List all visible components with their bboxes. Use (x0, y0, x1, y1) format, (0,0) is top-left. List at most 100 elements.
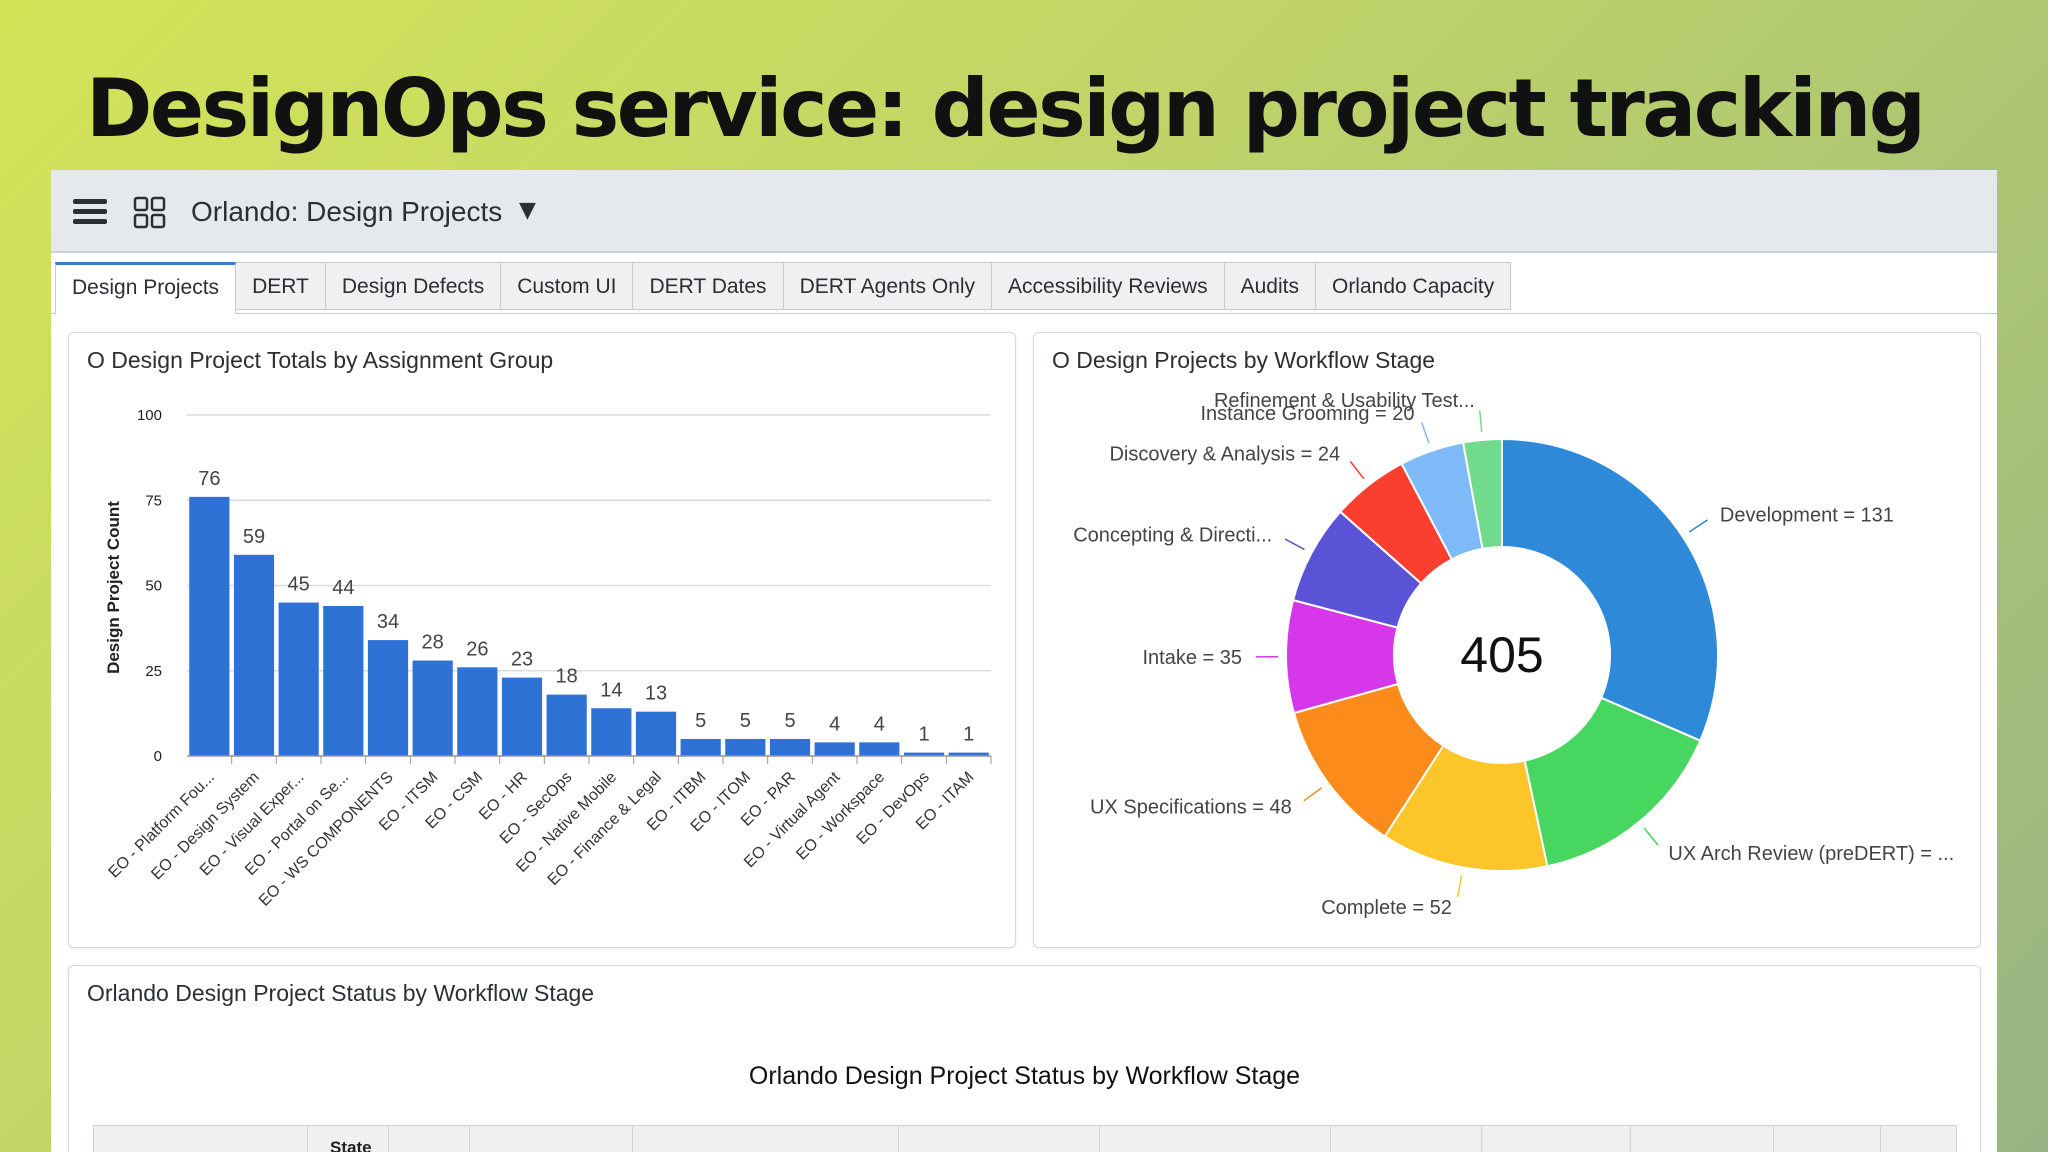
tab-baseline (51, 313, 1997, 314)
donut-chart: Development = 131 UX Arch Review (preDERT… (1073, 390, 1954, 919)
state-column-label: State (330, 1138, 372, 1152)
tab-accessibility-reviews[interactable]: Accessibility Reviews (992, 262, 1225, 310)
y-tick-label: 0 (154, 748, 162, 765)
dashboard-grid-icon[interactable] (133, 196, 167, 230)
y-tick-label: 50 (145, 578, 162, 595)
slice-leader-line (1688, 519, 1708, 533)
slice-label: Refinement & Usability Test... (1214, 390, 1475, 412)
slice-leader-line (1421, 422, 1430, 444)
bar[interactable] (591, 708, 632, 756)
donut-chart-card: O Design Projects by Workflow Stage Deve… (1033, 332, 1981, 948)
bar[interactable] (367, 640, 409, 756)
bar-value-label: 5 (695, 710, 706, 732)
bar-value-label: 1 (963, 724, 974, 746)
table-header-cell (94, 1126, 308, 1152)
bar[interactable] (948, 752, 989, 756)
status-table-card: Orlando Design Project Status by Workflo… (68, 965, 1981, 1152)
slice-label: Instance Grooming = 20 (1200, 403, 1414, 425)
bar[interactable] (233, 554, 275, 756)
app-header: Orlando: Design Projects ▼ (51, 170, 1997, 253)
bar[interactable] (189, 496, 230, 756)
tab-dert[interactable]: DERT (236, 262, 326, 310)
status-table-heading: Orlando Design Project Status by Workflo… (748, 1062, 1301, 1090)
bar-chart-title: O Design Project Totals by Assignment Gr… (87, 347, 554, 373)
table-header-cell (1881, 1126, 1956, 1152)
tab-design-projects[interactable]: Design Projects (55, 262, 237, 314)
bar[interactable] (412, 660, 453, 756)
bar[interactable] (903, 752, 945, 756)
tab-audits[interactable]: Audits (1224, 262, 1316, 310)
bar[interactable] (859, 742, 900, 756)
bar-value-label: 23 (511, 649, 533, 671)
slice-label: UX Arch Review (preDERT) = ... (1668, 843, 1954, 865)
y-tick-label: 25 (145, 663, 162, 680)
slice-label: Development = 131 (1720, 504, 1894, 526)
table-header-cell[interactable]: State (308, 1126, 389, 1152)
bar[interactable] (769, 738, 811, 756)
dashboard-dropdown-icon[interactable]: ▼ (519, 198, 536, 223)
status-table-header: State (93, 1125, 1957, 1152)
tab-dert-agents-only[interactable]: DERT Agents Only (783, 262, 993, 310)
bar-chart-card: O Design Project Totals by Assignment Gr… (68, 332, 1016, 948)
hamburger-menu-icon[interactable] (73, 199, 107, 225)
donut-slice[interactable] (1501, 437, 1719, 742)
bar-value-label: 13 (645, 683, 667, 705)
tab-dert-dates[interactable]: DERT Dates (633, 262, 784, 310)
slice-leader-line (1643, 827, 1659, 846)
bar[interactable] (725, 738, 766, 756)
table-header-cell (389, 1126, 470, 1152)
bar-value-label: 59 (243, 526, 265, 548)
y-tick-label: 100 (137, 407, 162, 424)
bar[interactable] (323, 605, 364, 756)
bar-value-label: 44 (332, 577, 354, 599)
tab-custom-ui[interactable]: Custom UI (501, 262, 634, 310)
bar[interactable] (814, 742, 855, 756)
tab-orlando-capacity[interactable]: Orlando Capacity (1315, 262, 1512, 310)
slice-label: Concepting & Directi... (1073, 524, 1272, 546)
tab-design-defects[interactable]: Design Defects (325, 262, 502, 310)
slice-label: Discovery & Analysis = 24 (1109, 443, 1340, 465)
bar-value-label: 76 (198, 468, 220, 490)
table-header-cell (1331, 1126, 1482, 1152)
bar-value-label: 34 (377, 611, 399, 633)
bar-value-label: 45 (288, 574, 310, 596)
bar-value-label: 5 (740, 710, 751, 732)
slice-leader-line (1284, 538, 1305, 551)
bar-value-label: 5 (784, 710, 795, 732)
bar-value-label: 4 (874, 713, 885, 735)
donut-slice[interactable] (1523, 696, 1702, 868)
donut-center-total: 405 (1460, 627, 1543, 683)
bar[interactable] (501, 677, 543, 756)
slice-label: Complete = 52 (1321, 897, 1452, 919)
bar-value-label: 14 (600, 679, 622, 701)
slice-label: Intake = 35 (1142, 647, 1242, 669)
slide-title: DesignOps service: design project tracki… (86, 62, 1926, 155)
slice-leader-line (1456, 875, 1463, 898)
table-header-cell (1774, 1126, 1881, 1152)
bar-value-label: 26 (466, 638, 488, 660)
y-tick-label: 75 (145, 492, 162, 509)
bar[interactable] (457, 667, 498, 756)
table-header-cell (899, 1126, 1100, 1152)
slice-label: UX Specifications = 48 (1090, 797, 1292, 819)
donut-slice[interactable] (1461, 437, 1503, 550)
slice-leader-line (1349, 460, 1365, 480)
bar-value-label: 18 (556, 666, 578, 688)
bar-value-label: 1 (918, 724, 929, 746)
y-axis-title: Design Project Count (104, 501, 123, 674)
bar-value-label: 28 (422, 632, 444, 654)
slice-leader-line (1303, 787, 1323, 802)
bar[interactable] (278, 602, 319, 756)
dashboard-window: Orlando: Design Projects ▼ Design Projec… (51, 170, 1997, 1152)
table-header-cell (1100, 1126, 1331, 1152)
bar[interactable] (680, 738, 721, 756)
bar[interactable] (546, 694, 587, 756)
slice-leader-line (1478, 409, 1483, 432)
bar-value-label: 4 (829, 713, 840, 735)
tab-bar: Design Projects DERT Design Defects Cust… (55, 262, 1512, 314)
table-header-cell (633, 1126, 899, 1152)
table-header-cell (1631, 1126, 1774, 1152)
status-table-card-title: Orlando Design Project Status by Workflo… (87, 980, 595, 1006)
bar[interactable] (635, 711, 677, 756)
